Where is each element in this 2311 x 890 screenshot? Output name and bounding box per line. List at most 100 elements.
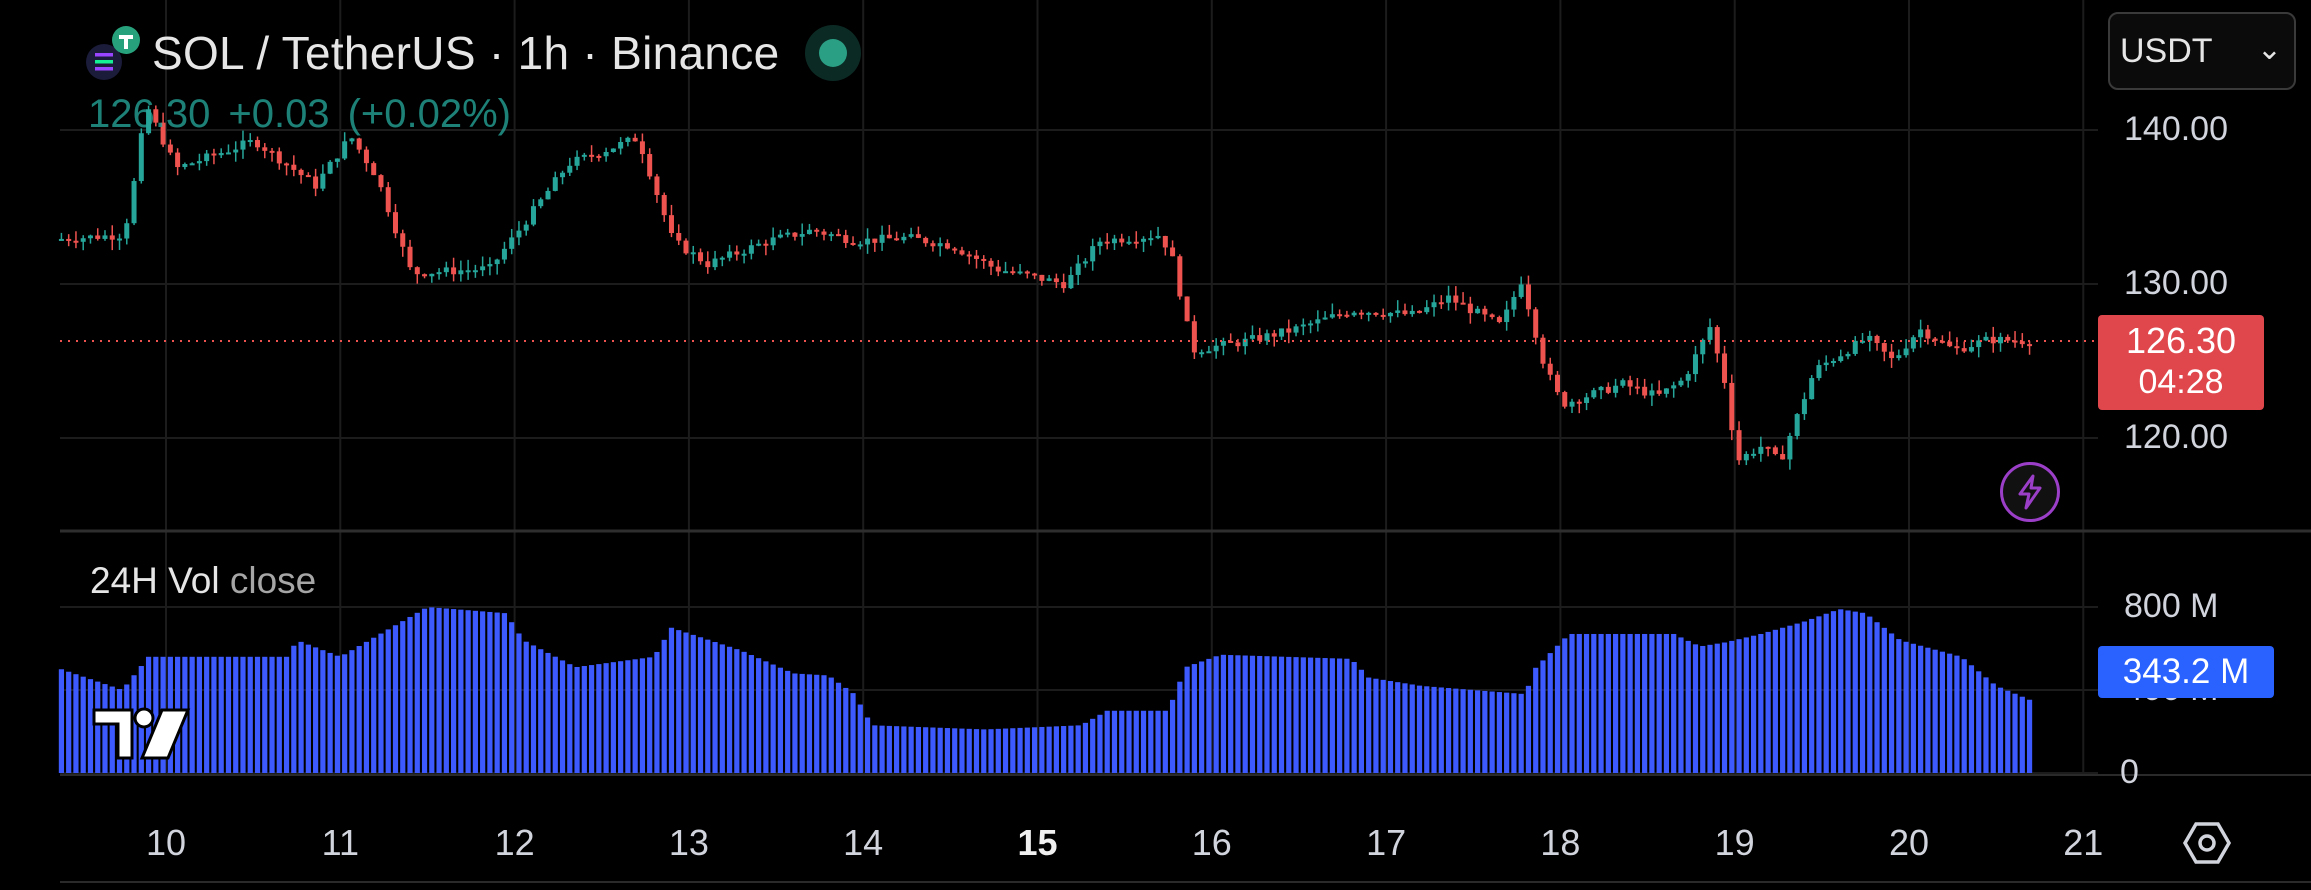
- volume-bar: [668, 627, 675, 773]
- volume-bar: [828, 677, 834, 773]
- volume-bar: [966, 728, 972, 773]
- candle-body: [1409, 310, 1415, 315]
- volume-bar: [414, 612, 420, 773]
- candle-body: [175, 152, 181, 168]
- volume-bar: [1416, 685, 1423, 773]
- candle-body: [1809, 378, 1815, 400]
- volume-bar: [661, 639, 667, 773]
- volume-bar: [545, 652, 551, 773]
- volume-bar: [1947, 653, 1953, 773]
- candle-body: [719, 257, 725, 260]
- volume-bar: [1300, 657, 1306, 773]
- volume-bar: [1591, 633, 1597, 773]
- candle-body: [879, 234, 885, 243]
- candle-body: [654, 176, 660, 196]
- candle-body: [981, 258, 987, 261]
- volume-bar: [1467, 689, 1473, 773]
- volume-bar: [1838, 609, 1844, 773]
- currency-select[interactable]: USDT ⌄: [2108, 12, 2296, 90]
- last-price: 126.30: [88, 92, 211, 136]
- tradingview-logo-icon[interactable]: [92, 704, 192, 762]
- candle-body: [806, 229, 812, 235]
- volume-bar: [850, 693, 856, 773]
- volume-legend[interactable]: 24H Vol close: [90, 560, 316, 602]
- volume-bar: [516, 633, 522, 773]
- candle-body: [814, 229, 820, 232]
- volume-bar: [1983, 677, 1989, 773]
- volume-bar: [770, 664, 776, 773]
- volume-bar: [1387, 681, 1394, 773]
- candle-body: [1983, 336, 1989, 341]
- volume-bar: [305, 644, 311, 773]
- candle-body: [1910, 337, 1916, 349]
- candle-body: [1206, 351, 1212, 354]
- candle-body: [988, 260, 994, 267]
- candle-body: [1126, 241, 1132, 244]
- candle-body: [1010, 271, 1016, 274]
- candle-body: [850, 242, 856, 245]
- candle-body: [799, 234, 805, 237]
- symbol-title[interactable]: SOL / TetherUS · 1h · Binance: [152, 27, 780, 79]
- candle-body: [153, 109, 159, 123]
- solana-icon[interactable]: [86, 24, 144, 82]
- lightning-icon[interactable]: [2000, 462, 2060, 522]
- candle-body: [1271, 333, 1277, 337]
- candle-body: [501, 248, 507, 260]
- volume-bar: [567, 664, 573, 773]
- volume-bar: [1213, 656, 1219, 773]
- volume-bar: [1097, 714, 1103, 773]
- candle-body: [342, 141, 348, 159]
- volume-bar: [1307, 657, 1314, 773]
- volume-bar: [1344, 658, 1350, 773]
- candle-body: [1453, 295, 1459, 303]
- price-axis-label: 140.00: [2124, 110, 2228, 148]
- volume-bar: [225, 656, 232, 773]
- current-volume-tag: 343.2 M: [2098, 646, 2274, 698]
- candle-body: [480, 266, 486, 271]
- volume-bar: [1133, 710, 1139, 773]
- candle-body: [1467, 303, 1473, 314]
- candle-body: [1424, 307, 1430, 313]
- volume-bar: [327, 652, 333, 773]
- candle-body: [1642, 386, 1648, 396]
- volume-bar: [726, 646, 733, 773]
- volume-bar: [705, 639, 711, 773]
- volume-bar: [298, 641, 304, 773]
- candle-body: [661, 195, 667, 216]
- candle-body: [146, 109, 152, 134]
- candle-body: [95, 235, 101, 239]
- volume-bar: [1249, 655, 1256, 773]
- candle-body: [371, 163, 377, 176]
- volume-bar: [1642, 633, 1648, 773]
- volume-bar: [450, 609, 457, 773]
- candle-body: [451, 267, 457, 275]
- volume-bar: [1649, 633, 1655, 773]
- currency-label: USDT: [2120, 31, 2213, 70]
- volume-bar: [523, 641, 529, 773]
- volume-bar: [494, 612, 500, 773]
- candle-body: [1213, 345, 1219, 352]
- candle-body: [1293, 326, 1299, 333]
- volume-bar: [1039, 726, 1045, 773]
- candle-body: [1228, 340, 1234, 343]
- candle-body: [1591, 390, 1597, 398]
- volume-bar: [1852, 611, 1858, 773]
- volume-axis-label: 800 M: [2124, 587, 2219, 625]
- time-axis-label: 18: [1540, 822, 1581, 863]
- volume-bar: [1700, 645, 1706, 773]
- candle-body: [167, 144, 173, 153]
- time-axis-label: 15: [1017, 822, 1058, 863]
- volume-bar: [371, 637, 377, 773]
- volume-bar: [1758, 633, 1764, 773]
- candle-body: [1475, 308, 1481, 314]
- volume-bar: [1620, 633, 1626, 773]
- time-axis-label: 20: [1888, 822, 1930, 863]
- candle-body: [1431, 302, 1437, 308]
- settings-icon[interactable]: [2182, 818, 2232, 868]
- candle-body: [1772, 447, 1778, 455]
- volume-bar: [1867, 616, 1873, 773]
- candle-body: [458, 270, 464, 275]
- candle-body: [1707, 327, 1713, 340]
- volume-bar: [320, 650, 326, 773]
